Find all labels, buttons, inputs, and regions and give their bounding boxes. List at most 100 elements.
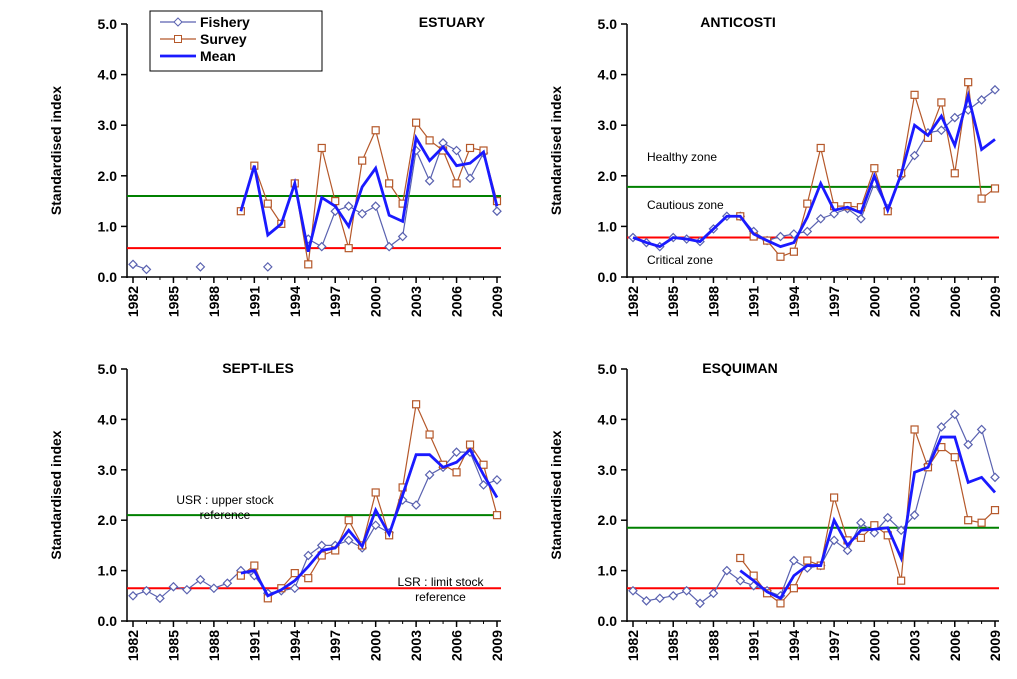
series-line [632,90,996,249]
marker [668,590,679,601]
marker [304,574,313,583]
y-tick-label: 5.0 [98,361,118,377]
marker [736,553,745,563]
marker [412,400,421,409]
marker [856,213,866,224]
legend-label: Mean [200,48,236,64]
y-tick-label: 2.0 [98,512,118,528]
marker [425,136,434,145]
marker [977,518,986,527]
marker [412,118,421,127]
marker [370,201,381,212]
y-tick-label: 4.0 [98,67,118,83]
marker [990,84,1000,95]
marker [343,201,354,212]
marker [816,143,825,153]
x-tick-label: 1985 [165,286,181,317]
marker [641,595,652,606]
y-tick-label: 4.0 [598,411,618,427]
marker [492,206,502,217]
legend-marker [174,35,182,43]
x-tick-label: 2000 [866,630,882,661]
marker [896,525,906,536]
panel-title: ESTUARY [419,14,486,30]
x-tick-label: 2009 [489,630,505,661]
x-tick-label: 1982 [625,286,641,317]
marker [977,194,986,203]
panel: 0.0 1.0 2.0 3.0 4.0 5.0 1982 1985 1988 1991 1994 19… [548,14,1003,317]
x-tick-label: 1994 [786,286,802,317]
y-tick-label: 2.0 [598,512,618,528]
marker [963,439,974,450]
annotation: USR : upper stock reference [176,493,274,522]
y-tick-label: 1.0 [98,218,118,234]
marker [479,460,488,469]
marker [371,126,380,135]
marker [735,575,746,586]
x-tick-label: 1982 [625,630,641,661]
marker [910,425,919,434]
marker [424,469,435,480]
series-line [132,451,498,600]
marker [344,244,353,253]
panel: 0.0 1.0 2.0 3.0 4.0 5.0 1982 1985 1988 1991 1994 19… [48,360,505,661]
marker [371,488,380,497]
x-tick-label: 1994 [786,630,802,661]
y-tick-label: 0.0 [598,613,618,629]
marker [949,409,960,420]
marker [370,520,381,531]
marker [910,90,919,99]
marker [695,598,705,609]
marker [775,231,786,242]
marker [990,184,1000,193]
marker [424,176,435,186]
marker [357,208,368,219]
x-tick-label: 1982 [125,286,141,317]
x-tick-label: 2009 [987,630,1003,661]
panel-title: SEPT-ILES [222,360,294,376]
marker [964,516,973,525]
marker [452,179,461,188]
marker [397,231,408,242]
y-tick-label: 4.0 [98,411,118,427]
panel-title: ANTICOSTI [700,14,775,30]
marker [628,585,638,596]
marker [882,512,893,523]
marker [802,226,813,237]
x-tick-label: 1982 [125,630,141,661]
marker [909,150,920,161]
marker [182,584,192,595]
y-tick-label: 1.0 [598,218,618,234]
legend-marker [173,17,183,27]
x-tick-label: 1988 [206,630,222,661]
marker [950,169,959,178]
series-line [240,447,499,598]
x-tick-label: 1991 [246,286,262,317]
panel: 0.0 1.0 2.0 3.0 4.0 5.0 1982 1985 1988 1991 1994 19… [48,14,505,317]
series-line [240,121,498,265]
x-tick-label: 1991 [246,630,262,661]
x-tick-label: 1997 [826,630,842,661]
marker [803,199,812,208]
marker [222,578,233,589]
x-tick-label: 1997 [327,630,343,661]
marker [155,593,165,604]
marker [452,468,461,477]
x-tick-label: 2006 [947,286,963,317]
marker [776,252,785,261]
x-tick-label: 1988 [705,630,721,661]
x-tick-label: 2003 [907,630,923,661]
marker [465,440,475,449]
marker [263,199,272,208]
marker [304,260,313,269]
marker [990,506,1000,515]
marker [803,556,812,565]
marker [708,588,719,599]
x-tick-label: 1985 [665,630,681,661]
marker [897,576,906,585]
y-tick-label: 2.0 [598,168,618,184]
marker [168,581,179,592]
marker [964,78,973,87]
